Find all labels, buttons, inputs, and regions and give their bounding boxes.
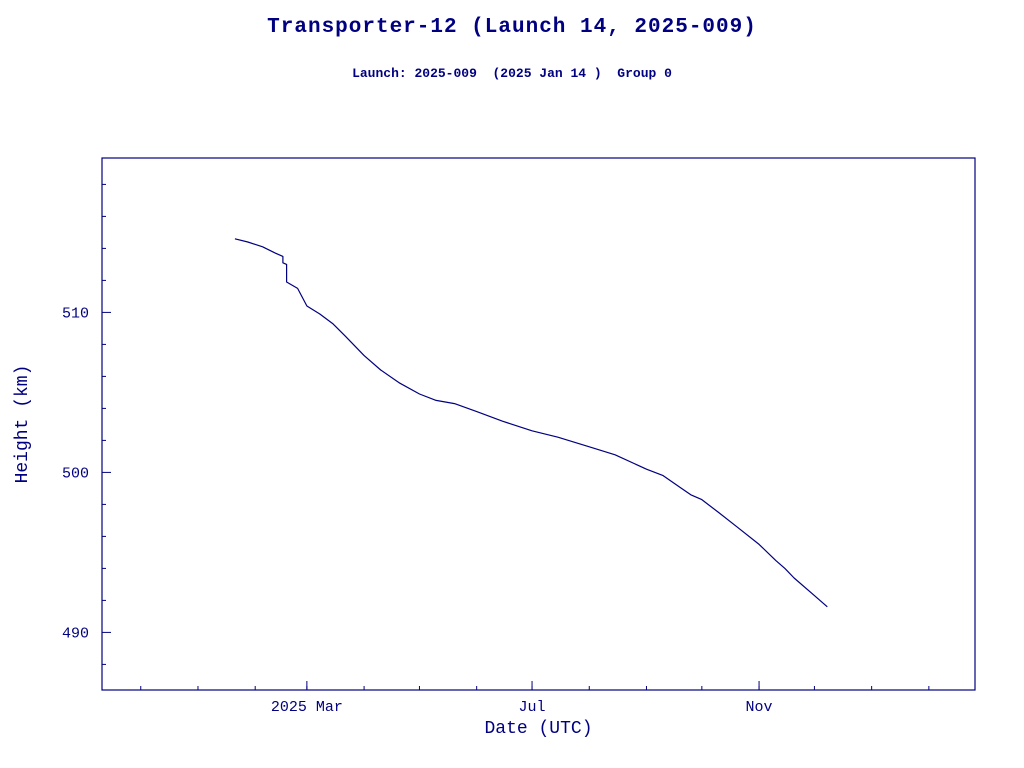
plot-frame: [101, 157, 976, 691]
y-tick-label: 490: [62, 625, 89, 642]
x-tick-label: Nov: [746, 699, 773, 716]
y-axis-label: Height (km): [13, 364, 33, 484]
x-axis-label: Date (UTC): [484, 719, 593, 739]
chart-title: Transporter-12 (Launch 14, 2025-009): [267, 16, 757, 39]
y-tick-label: 500: [62, 465, 89, 482]
x-tick-label: Jul: [519, 699, 546, 716]
height-series-line: [234, 238, 828, 608]
x-tick-label: 2025 Mar: [271, 699, 343, 716]
chart-subtitle: Launch: 2025-009 (2025 Jan 14 ) Group 0: [352, 66, 672, 81]
y-tick-label: 510: [62, 305, 89, 322]
